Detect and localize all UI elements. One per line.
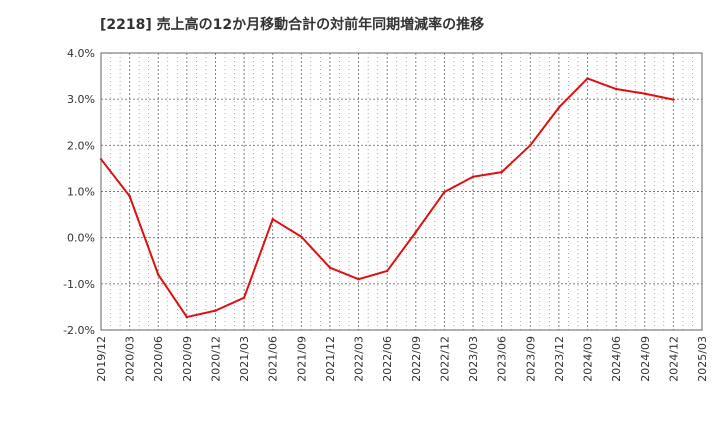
x-tick-label: 2021/09 [295,336,308,382]
x-tick-label: 2021/03 [238,336,251,382]
data-point [614,87,618,91]
y-tick-label: -2.0% [63,324,95,337]
x-tick-label: 2020/09 [181,336,194,382]
x-axis: 2019/12 2020/03 2020/06 2020/09 2020/12 2021/… [95,336,709,382]
y-tick-label: 3.0% [67,93,95,106]
x-tick-label: 2022/09 [410,336,423,382]
data-point [471,175,475,178]
data-point [357,278,360,281]
x-tick-label: 2024/12 [667,336,680,382]
data-point [300,235,303,238]
data-point [643,92,646,95]
data-point [557,106,561,109]
x-tick-label: 2023/12 [553,336,566,382]
x-tick-label: 2023/03 [467,336,480,382]
x-tick-label: 2023/06 [496,336,509,382]
grid [101,53,702,330]
x-tick-label: 2019/12 [95,336,108,382]
x-tick-label: 2022/12 [438,336,451,382]
y-tick-label: 0.0% [67,232,95,245]
x-tick-label: 2022/03 [353,336,366,382]
x-tick-label: 2020/12 [209,336,222,382]
data-point [128,194,131,198]
y-tick-label: 4.0% [67,47,95,60]
y-axis: 4.0% 3.0% 2.0% 1.0% 0.0% -1.0% -2.0% [63,47,95,337]
x-tick-label: 2023/09 [524,336,537,382]
chart-title: [2218] 売上高の12か月移動合計の対前年同期増減率の推移 [100,16,484,33]
x-tick-label: 2024/09 [639,336,652,382]
data-point [672,98,675,101]
data-point [414,230,418,234]
y-tick-label: 2.0% [67,139,95,152]
x-tick-label: 2022/06 [381,336,394,382]
x-tick-label: 2025/03 [696,336,709,382]
data-point [157,273,160,276]
x-tick-label: 2024/03 [582,336,595,382]
x-tick-label: 2024/06 [610,336,623,382]
x-tick-label: 2020/03 [124,336,137,382]
data-point [529,144,532,147]
x-tick-label: 2020/06 [152,336,165,382]
plot-frame [100,52,703,331]
x-tick-label: 2021/06 [267,336,280,382]
data-point [500,170,503,174]
data-point [586,77,589,80]
y-tick-label: -1.0% [63,278,95,291]
data-point [271,218,274,221]
data-point [328,266,332,269]
data-point [185,315,189,319]
x-tick-label: 2021/12 [324,336,337,382]
series-layer [99,77,675,319]
data-point [214,309,217,312]
y-tick-label: 1.0% [67,186,95,199]
data-point [242,296,246,299]
data-point [443,190,446,194]
data-point [385,269,389,273]
